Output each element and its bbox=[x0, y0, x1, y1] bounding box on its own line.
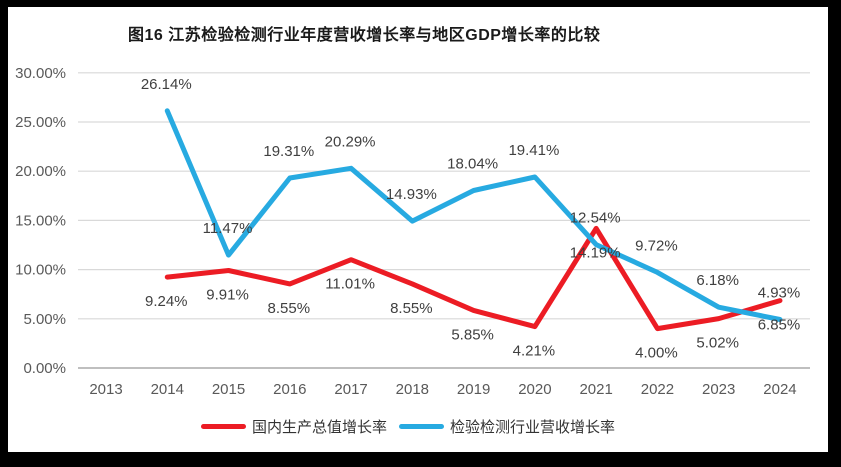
y-tick-label: 15.00% bbox=[15, 212, 66, 229]
legend-item-gdp: 国内生产总值增长率 bbox=[200, 416, 387, 437]
x-tick-label: 2020 bbox=[518, 381, 551, 398]
legend-item-revenue: 检验检测行业营收增长率 bbox=[399, 416, 615, 437]
data-label: 4.21% bbox=[513, 343, 556, 360]
data-label: 26.14% bbox=[141, 76, 192, 93]
x-tick-label: 2015 bbox=[212, 381, 245, 398]
data-label: 14.93% bbox=[386, 186, 437, 203]
x-tick-label: 2018 bbox=[396, 381, 429, 398]
legend-swatch-gdp-icon bbox=[200, 424, 246, 429]
data-label: 8.55% bbox=[390, 300, 433, 317]
data-label: 11.01% bbox=[325, 276, 375, 293]
x-tick-label: 2016 bbox=[273, 381, 306, 398]
series-line-gdp bbox=[164, 225, 783, 332]
data-label: 12.54% bbox=[570, 210, 621, 227]
data-label: 8.55% bbox=[268, 300, 311, 317]
legend-label-gdp: 国内生产总值增长率 bbox=[251, 419, 387, 436]
x-tick-label: 2021 bbox=[579, 381, 612, 398]
x-tick-label: 2022 bbox=[641, 381, 674, 398]
data-label: 6.18% bbox=[696, 272, 739, 289]
chart-title: 图16 江苏检验检测行业年度营收增长率与地区GDP增长率的比较 bbox=[128, 27, 601, 44]
x-tick-label: 2013 bbox=[89, 381, 122, 398]
data-label: 4.00% bbox=[635, 345, 678, 362]
y-tick-label: 30.00% bbox=[15, 65, 66, 82]
data-label: 20.29% bbox=[325, 133, 376, 150]
chart-panel bbox=[8, 7, 828, 452]
data-label: 19.41% bbox=[508, 142, 559, 159]
y-tick-label: 20.00% bbox=[15, 163, 66, 180]
x-tick-label: 2019 bbox=[457, 381, 490, 398]
data-label: 5.02% bbox=[696, 335, 739, 352]
series-line-revenue bbox=[164, 108, 783, 322]
data-label: 4.93% bbox=[758, 284, 801, 301]
x-tick-label: 2014 bbox=[151, 381, 184, 398]
data-label: 6.85% bbox=[758, 317, 801, 334]
legend-swatch-revenue-icon bbox=[399, 424, 444, 429]
data-label: 14.19% bbox=[570, 244, 621, 261]
data-label: 9.24% bbox=[145, 293, 188, 310]
y-tick-label: 0.00% bbox=[23, 360, 66, 377]
data-label: 9.72% bbox=[635, 237, 678, 254]
x-tick-label: 2024 bbox=[763, 381, 796, 398]
data-label: 18.04% bbox=[447, 155, 498, 172]
y-tick-label: 5.00% bbox=[23, 311, 66, 328]
y-tick-label: 10.00% bbox=[15, 262, 66, 279]
y-tick-label: 25.00% bbox=[15, 114, 66, 131]
data-label: 5.85% bbox=[451, 326, 494, 343]
x-tick-label: 2017 bbox=[334, 381, 367, 398]
x-tick-label: 2023 bbox=[702, 381, 735, 398]
data-label: 11.47% bbox=[203, 220, 253, 237]
data-label: 19.31% bbox=[263, 143, 314, 160]
legend: 国内生产总值增长率 检验检测行业营收增长率 bbox=[0, 416, 816, 437]
data-label: 9.91% bbox=[206, 286, 249, 303]
legend-label-revenue: 检验检测行业营收增长率 bbox=[450, 419, 616, 436]
